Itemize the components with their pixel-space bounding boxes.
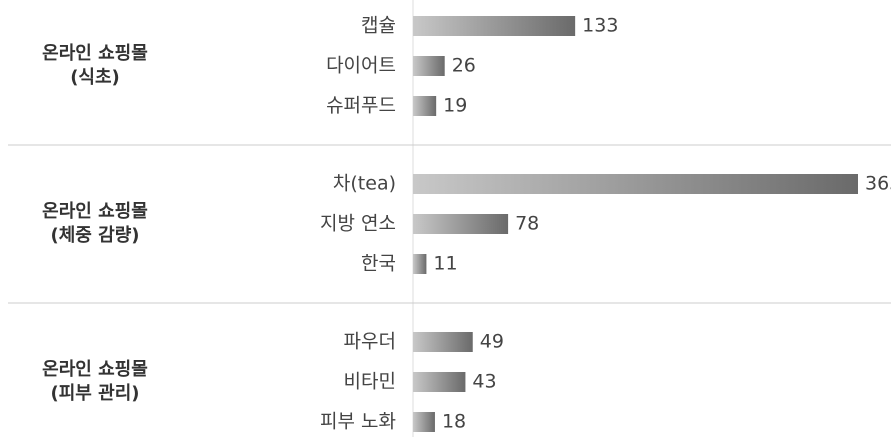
value-label: 11 (433, 253, 457, 275)
value-label: 78 (515, 213, 539, 235)
bar (413, 332, 473, 352)
category-label: 한국 (361, 253, 396, 275)
bar (413, 56, 445, 76)
value-label: 19 (443, 95, 467, 117)
group-label: (식초) (70, 67, 120, 88)
bar (413, 412, 435, 432)
group-label: 온라인 쇼핑몰 (42, 201, 148, 222)
bar (413, 254, 427, 274)
category-label: 피부 노화 (320, 411, 396, 433)
category-label: 파우더 (344, 331, 396, 353)
value-label: 18 (442, 411, 466, 433)
value-label: 49 (480, 331, 504, 353)
category-label: 비타민 (344, 371, 396, 393)
category-label: 차(tea) (333, 173, 396, 195)
group-label: (체중 감량) (51, 225, 140, 246)
value-label: 26 (452, 55, 476, 77)
group-label: 온라인 쇼핑몰 (42, 359, 148, 380)
bar (413, 96, 437, 116)
category-label: 지방 연소 (320, 213, 396, 235)
bar (413, 214, 509, 234)
value-label: 43 (472, 371, 496, 393)
bar (413, 174, 858, 194)
group-label: 온라인 쇼핑몰 (42, 43, 148, 64)
category-label: 다이어트 (326, 55, 396, 77)
value-label: 133 (582, 15, 618, 37)
category-label: 슈퍼푸드 (326, 95, 396, 117)
value-label: 365 (865, 173, 891, 195)
bar (413, 372, 466, 392)
bar (413, 16, 576, 36)
group-label: (피부 관리) (51, 383, 140, 404)
category-label: 캡슐 (361, 15, 396, 37)
